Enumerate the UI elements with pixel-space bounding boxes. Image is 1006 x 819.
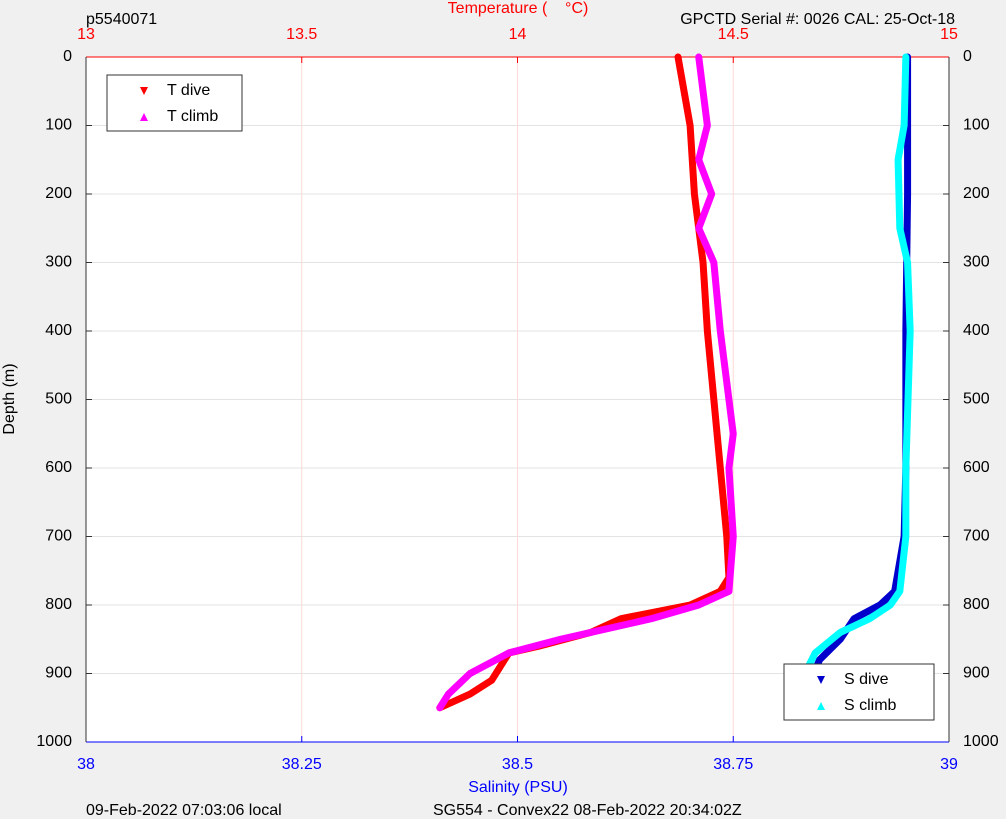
legend-marker xyxy=(817,702,825,710)
x-tick-label: 39 xyxy=(940,756,958,773)
x2-axis-label: Temperature ( °C) xyxy=(448,0,589,17)
y-tick-label: 1000 xyxy=(36,733,72,750)
title-right: GPCTD Serial #: 0026 CAL: 25-Oct-18 xyxy=(680,11,955,28)
y-tick-label: 200 xyxy=(45,185,72,202)
title-left: p5540071 xyxy=(86,11,157,28)
y2-tick-label: 200 xyxy=(963,185,990,202)
y2-tick-label: 600 xyxy=(963,459,990,476)
x-tick-label: 38.75 xyxy=(713,756,753,773)
legend-marker xyxy=(140,87,148,95)
profile-line xyxy=(436,53,737,712)
legend-box xyxy=(783,663,935,721)
y2-tick-label: 800 xyxy=(963,596,990,613)
x2-tick-label: 13.5 xyxy=(286,26,317,43)
y2-tick-label: 0 xyxy=(963,48,972,65)
y-tick-label: 300 xyxy=(45,254,72,271)
x-axis-label: Salinity (PSU) xyxy=(468,779,568,796)
y-tick-label: 400 xyxy=(45,322,72,339)
y-tick-label: 500 xyxy=(45,391,72,408)
y2-tick-label: 300 xyxy=(963,254,990,271)
legend-label: S dive xyxy=(844,671,889,688)
y2-tick-label: 100 xyxy=(963,117,990,134)
legend-label: T climb xyxy=(167,108,218,125)
x-tick-label: 38.5 xyxy=(502,756,533,773)
y-tick-label: 0 xyxy=(63,48,72,65)
y2-tick-label: 500 xyxy=(963,391,990,408)
x2-tick-label: 14 xyxy=(509,26,527,43)
y-tick-label: 700 xyxy=(45,528,72,545)
legend-marker xyxy=(140,113,148,121)
legend-box xyxy=(106,74,243,132)
x2-tick-label: 15 xyxy=(940,26,958,43)
y2-tick-label: 700 xyxy=(963,528,990,545)
profile-line xyxy=(436,53,733,712)
legend-marker xyxy=(817,676,825,684)
y-axis-label: Depth (m) xyxy=(1,363,18,434)
y2-tick-label: 900 xyxy=(963,665,990,682)
y-tick-label: 600 xyxy=(45,459,72,476)
x-tick-label: 38.25 xyxy=(282,756,322,773)
y2-tick-label: 1000 xyxy=(963,733,999,750)
y-tick-label: 800 xyxy=(45,596,72,613)
footer-right: SG554 - Convex22 08-Feb-2022 20:34:02Z xyxy=(433,802,742,819)
x2-tick-label: 13 xyxy=(77,26,95,43)
legend-label: S climb xyxy=(844,697,897,714)
x2-tick-label: 14.5 xyxy=(718,26,749,43)
footer-left: 09-Feb-2022 07:03:06 local xyxy=(86,802,282,819)
x-tick-label: 38 xyxy=(77,756,95,773)
profile-line xyxy=(786,53,914,712)
y-tick-label: 100 xyxy=(45,117,72,134)
legend-label: T dive xyxy=(167,82,210,99)
y2-tick-label: 400 xyxy=(963,322,990,339)
y-tick-label: 900 xyxy=(45,665,72,682)
